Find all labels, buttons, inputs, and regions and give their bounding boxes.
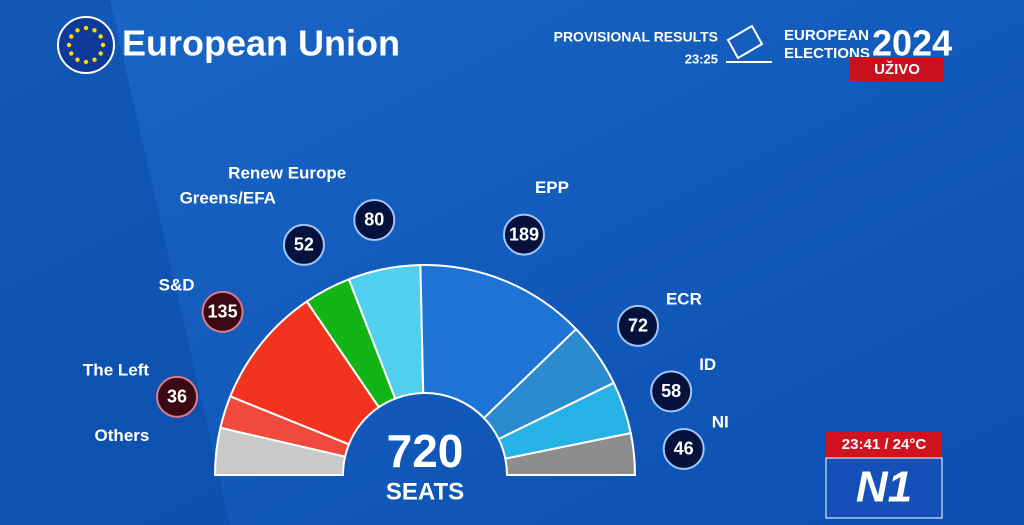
seat-badge	[282, 223, 325, 266]
clock-bar	[826, 432, 942, 458]
party-name: ECR	[666, 289, 702, 308]
total-seats: 720	[387, 425, 464, 477]
seat-badge	[662, 427, 705, 470]
party-name: Greens/EFA	[180, 188, 276, 207]
flag-star	[92, 57, 97, 62]
live-badge	[850, 57, 944, 81]
flag-star	[75, 57, 80, 62]
seat-count: 135	[208, 302, 238, 322]
flag-star	[83, 25, 89, 31]
seat-count: 58	[661, 381, 681, 401]
seat-badge	[650, 370, 693, 413]
flag-star	[69, 34, 74, 39]
title: European Union	[122, 23, 400, 64]
seat-badge	[156, 375, 199, 418]
clock: 23:41 / 24°C	[842, 436, 927, 453]
seat-count: 36	[167, 387, 187, 407]
party-name: Others	[95, 426, 150, 445]
elections-line1: EUROPEAN	[784, 27, 869, 44]
seat-segment	[504, 431, 637, 476]
live-label: UŽIVO	[874, 60, 920, 78]
flag-star	[66, 42, 72, 48]
total-label: SEATS	[386, 478, 464, 505]
seat-badge	[502, 213, 545, 256]
seat-count: 72	[628, 316, 648, 336]
seat-count: 46	[674, 439, 694, 459]
ballot-icon	[726, 24, 772, 63]
year: 2024	[872, 23, 952, 64]
flag-star	[92, 28, 97, 33]
eu-flag	[57, 16, 115, 74]
party-name: EPP	[535, 178, 569, 197]
party-name: ID	[699, 355, 716, 374]
seat-count: 52	[294, 235, 314, 255]
flag-star	[69, 51, 74, 56]
hemicycle: Others 36 The Left 135 S&D 52 Greens/EFA 80 Rene…	[83, 163, 729, 476]
flag-star	[100, 42, 106, 48]
elections-line2: ELECTIONS	[784, 45, 870, 62]
seat-count: 189	[509, 224, 539, 244]
party-name: The Left	[83, 360, 149, 379]
seat-count: 80	[364, 210, 384, 230]
party-name: Renew Europe	[228, 163, 346, 182]
seat-segment	[419, 264, 578, 420]
party-name: NI	[712, 412, 729, 431]
seat-badge	[616, 304, 659, 347]
logo-box	[825, 457, 943, 519]
provisional-label: PROVISIONAL RESULTS	[554, 29, 718, 45]
provisional-time: 23:25	[685, 51, 718, 66]
party-name: S&D	[159, 275, 195, 294]
seat-badge	[353, 198, 396, 241]
flag-star	[75, 28, 80, 33]
flag-star	[98, 34, 103, 39]
logo: N1	[856, 463, 912, 512]
flag-star	[98, 51, 103, 56]
seat-badge	[201, 290, 244, 333]
flag-star	[83, 59, 89, 65]
